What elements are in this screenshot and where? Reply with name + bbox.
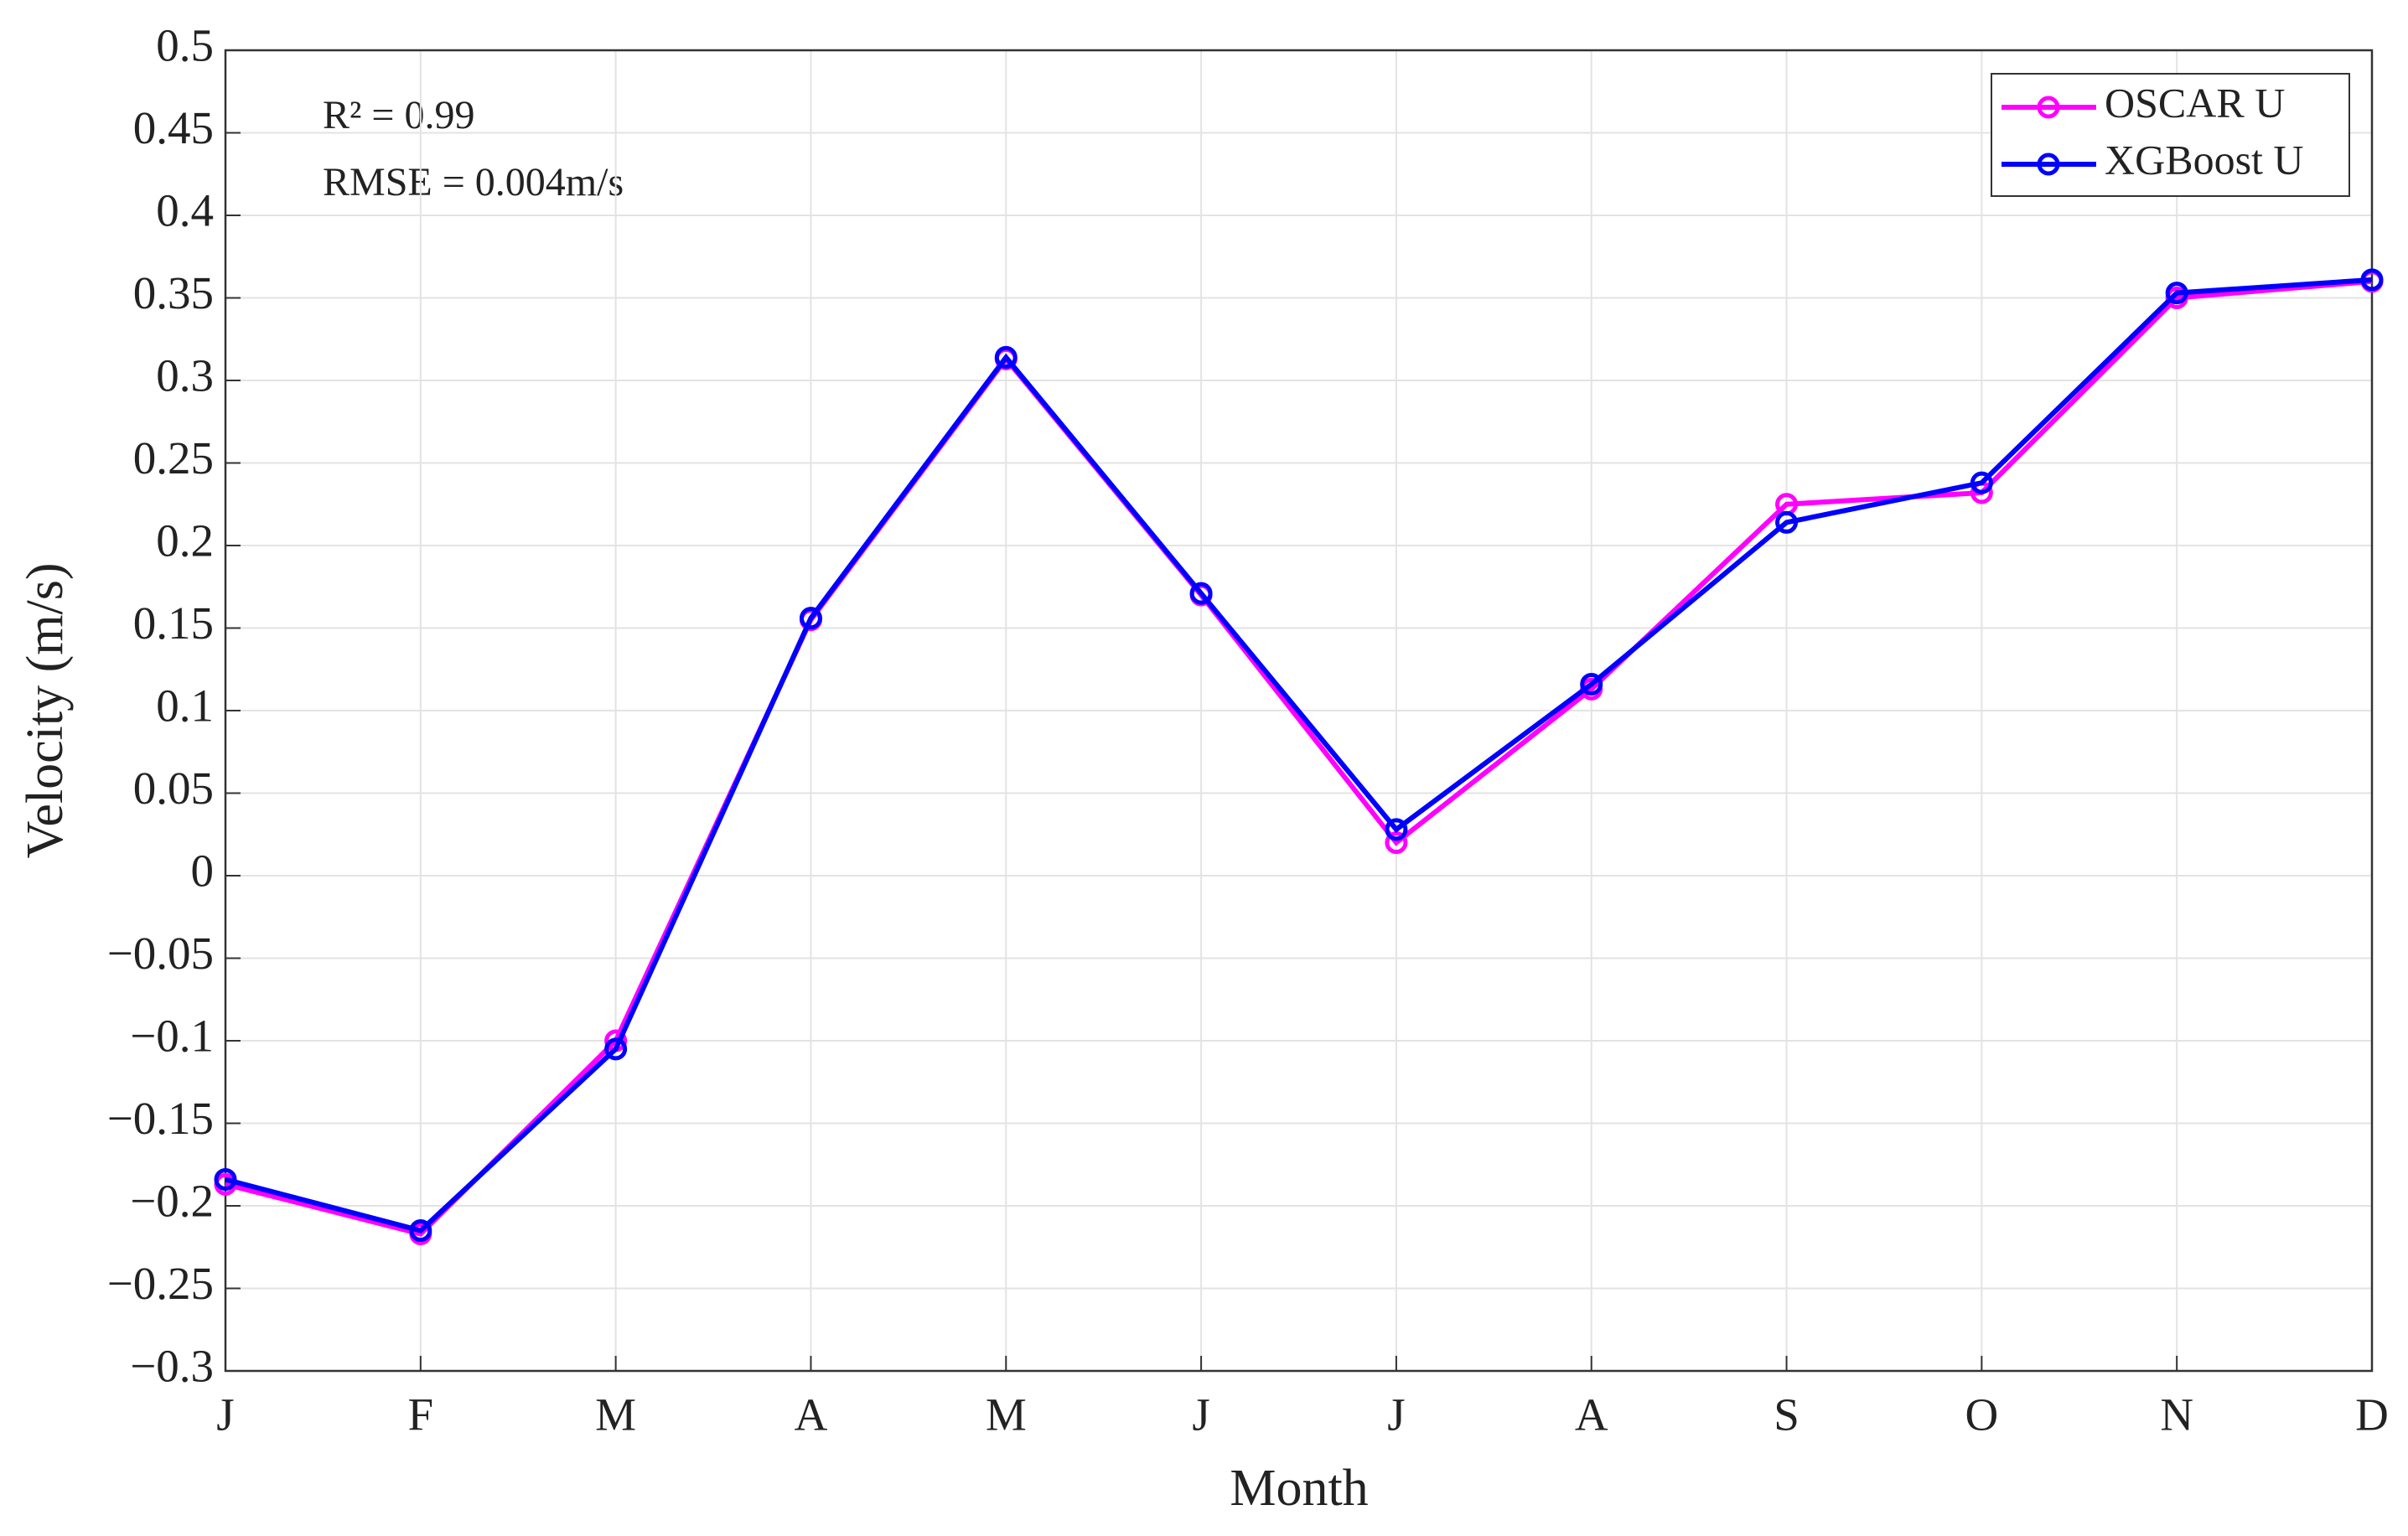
marker [214, 1167, 237, 1191]
x-tick-label: N [2160, 1389, 2193, 1440]
x-axis-label: Month [1230, 1460, 1368, 1517]
x-tick-label: A [1575, 1389, 1608, 1440]
y-tick-label: 0 [191, 846, 215, 897]
legend-label: OSCAR U [2105, 79, 2285, 126]
y-tick-label: 0.35 [133, 267, 214, 318]
y-tick-label: 0.15 [133, 597, 214, 649]
y-tick-label: 0.4 [156, 185, 214, 236]
series-line [225, 278, 2373, 1237]
marker [2360, 268, 2384, 292]
y-tick-label: 0.45 [133, 102, 214, 153]
x-tick-label: O [1965, 1389, 1998, 1440]
x-tick-label: J [1192, 1389, 1209, 1440]
y-tick-label: 0.2 [156, 515, 214, 566]
annotation: RMSE = 0.004m/s [323, 160, 624, 204]
marker [1775, 510, 1799, 534]
series-line [225, 277, 2373, 1233]
legend-box [1991, 73, 2350, 197]
marker [1385, 818, 1408, 841]
marker [1189, 582, 1213, 605]
y-tick-label: 0.05 [133, 763, 214, 814]
y-tick-label: −0.3 [130, 1341, 214, 1392]
x-tick-label: F [408, 1389, 434, 1440]
marker [1385, 831, 1408, 855]
legend-marker [2037, 96, 2060, 119]
y-tick-label: −0.05 [107, 928, 214, 979]
x-tick-label: J [1387, 1389, 1405, 1440]
x-tick-label: J [216, 1389, 234, 1440]
annotation: R² = 0.99 [323, 93, 474, 137]
marker [604, 1037, 628, 1061]
x-tick-label: M [986, 1389, 1027, 1440]
y-tick-label: 0.25 [133, 432, 214, 484]
marker [799, 607, 822, 630]
y-tick-label: −0.2 [130, 1176, 214, 1227]
x-tick-label: D [2355, 1389, 2389, 1440]
marker [2165, 282, 2188, 305]
marker [409, 1219, 432, 1243]
y-tick-label: 0.5 [156, 20, 214, 71]
legend-label: XGBoost U [2105, 136, 2304, 183]
x-tick-label: A [795, 1389, 828, 1440]
marker [1580, 672, 1603, 696]
legend-marker [2037, 153, 2060, 176]
y-tick-label: 0.3 [156, 350, 214, 401]
y-axis-label: Velocity (m/s) [17, 563, 74, 859]
y-tick-label: −0.25 [107, 1258, 214, 1309]
x-tick-label: S [1774, 1389, 1800, 1440]
y-tick-label: −0.15 [107, 1093, 214, 1144]
y-tick-label: −0.1 [130, 1011, 214, 1062]
y-tick-label: 0.1 [156, 680, 214, 732]
x-tick-label: M [595, 1389, 636, 1440]
marker [994, 345, 1018, 369]
plot-frame [224, 49, 2374, 1373]
marker [1970, 471, 1993, 494]
